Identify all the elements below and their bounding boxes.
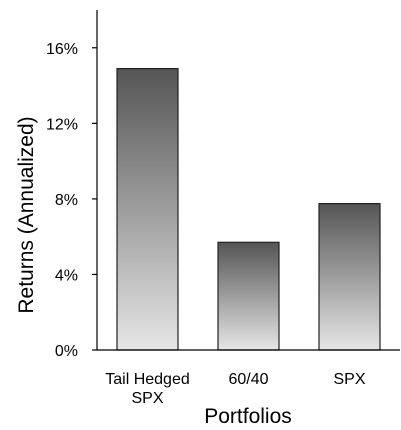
x-tick-label: Tail Hedged SPX bbox=[105, 371, 190, 407]
y-tick-label: 4% bbox=[55, 267, 78, 284]
x-tick-label: SPX bbox=[333, 371, 365, 388]
y-tick-label: 8% bbox=[55, 192, 78, 209]
plot-area: 0% 4% 8% 12% 16% Tail Hedged SPX 60/40 SPX bbox=[46, 10, 400, 407]
bar bbox=[318, 203, 381, 351]
x-axis-title: Portfolios bbox=[204, 405, 292, 428]
x-tick-label: 60/40 bbox=[228, 371, 268, 388]
y-tick-label: 0% bbox=[55, 343, 78, 360]
bar bbox=[217, 241, 280, 351]
y-tick-label: 16% bbox=[46, 41, 78, 58]
y-tick-label: 12% bbox=[46, 116, 78, 133]
bar bbox=[116, 67, 179, 351]
y-axis-title: Returns (Annualized) bbox=[15, 116, 38, 313]
